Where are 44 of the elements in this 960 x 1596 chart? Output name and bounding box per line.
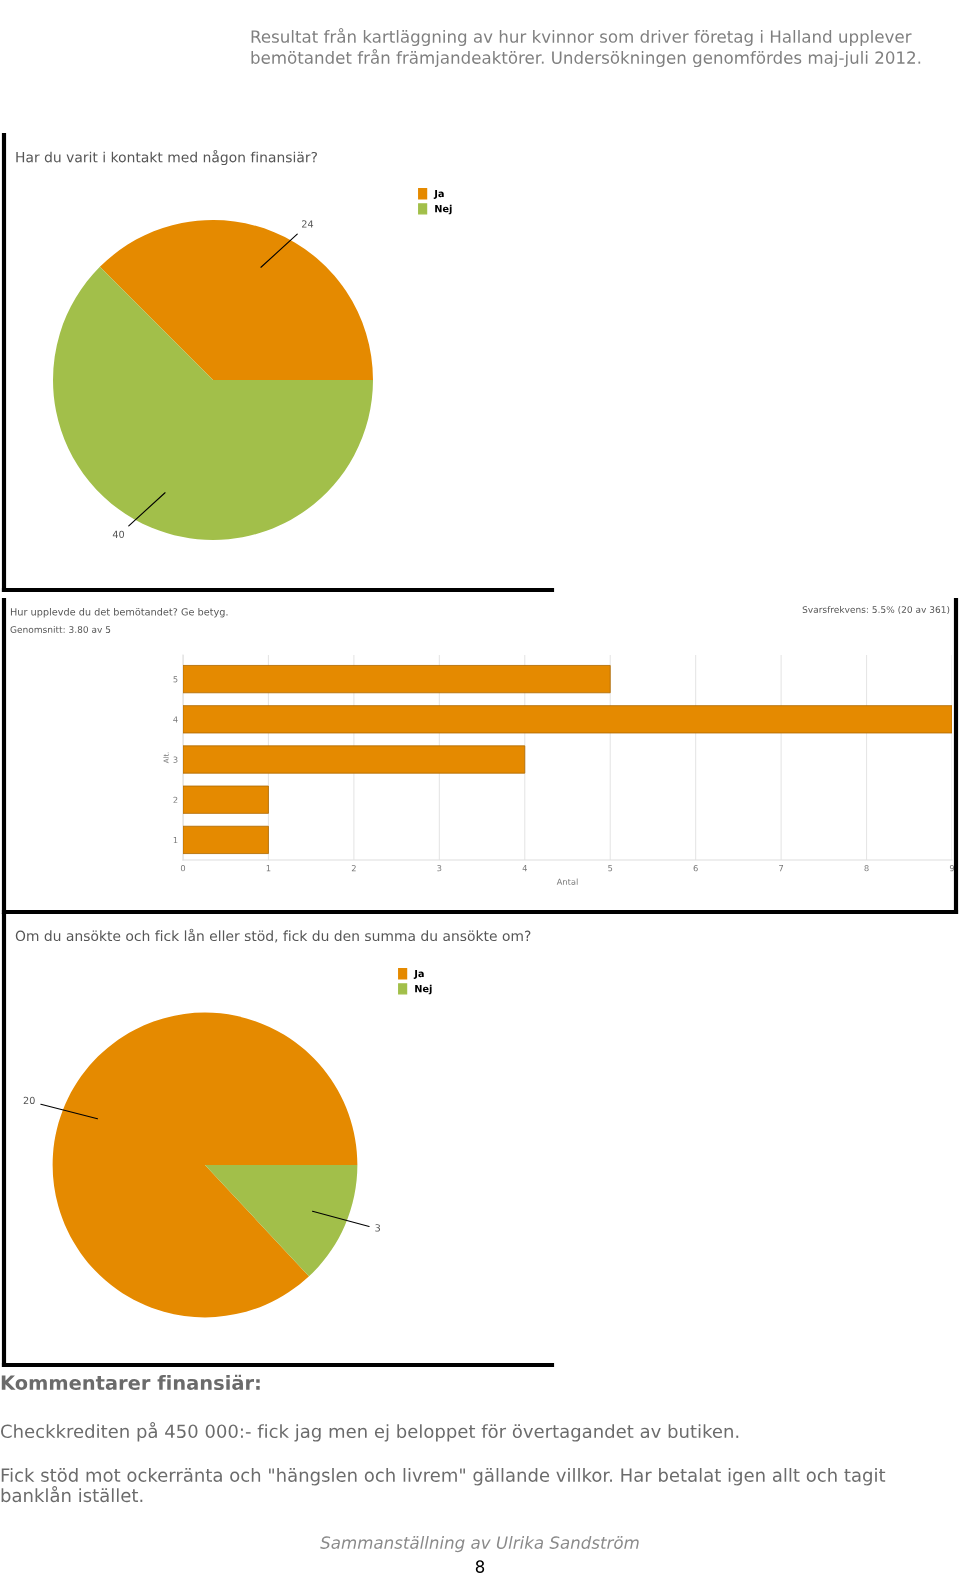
bar (183, 745, 526, 774)
text: Sammanställning av Ulrika Sandström (320, 1536, 639, 1553)
bar (183, 785, 269, 814)
x-tick-label: 9 (949, 865, 955, 872)
text: Fick stöd mot ockerränta och "hängslen och livrem" gällande villkor. Har betalat igen allt och tagit banklån istället. (1, 1468, 886, 1503)
x-tick-label: 2 (351, 865, 356, 872)
x-tick-label: 6 (693, 865, 698, 872)
text: Genomsnitt: 3.80 av 5 (10, 626, 111, 633)
data-label: 24 (302, 220, 314, 228)
bar (183, 705, 952, 734)
x-tick-label: 3 (437, 865, 442, 872)
pie-slice (99, 220, 373, 380)
text: Checkkrediten på 450 000:- fick jag men ej beloppet för övertagandet av butiken. (1, 1422, 739, 1442)
bar (183, 825, 269, 854)
x-tick-label: 8 (864, 865, 869, 872)
text: Svarsfrekvens: 5.5% (20 av 361) (802, 606, 950, 615)
text: Kommentarer finansiär: (1, 1374, 260, 1391)
text: 8 (475, 1560, 485, 1573)
data-label: 20 (23, 1096, 35, 1105)
x-tick-label: 7 (779, 865, 784, 872)
legend-label: Ja (433, 189, 444, 199)
pie-slice (53, 266, 373, 540)
chart-title: Om du ansökte och fick lån eller stöd, fick du den summa du ansökte om? (15, 928, 531, 943)
legend-label: Nej (435, 204, 452, 215)
y-tick-label: 2 (173, 796, 178, 803)
x-axis-title: Antal (556, 878, 578, 885)
x-tick-label: 0 (180, 865, 186, 872)
x-tick-label: 5 (608, 865, 613, 872)
y-tick-label: 5 (173, 676, 178, 683)
text: Resultat från kartläggning av hur kvinnor som driver företag i Halland upplever bemötandet från främjandeaktörer. Undersökningen genomfördes maj-juli 2012. (251, 28, 921, 68)
legend-label: Ja (413, 969, 424, 979)
data-label: 3 (375, 1224, 381, 1232)
y-tick-label: 4 (173, 716, 178, 723)
data-label: 40 (112, 530, 125, 539)
y-tick-label: 1 (173, 836, 178, 844)
chart-title: Har du varit i kontakt med någon finansiär? (16, 150, 317, 166)
legend-label: Nej (415, 984, 432, 995)
bar (183, 665, 611, 694)
pie-slice (52, 1012, 358, 1318)
chart-title: Hur upplevde du det bemötandet? Ge betyg. (10, 608, 228, 618)
x-tick-label: 4 (522, 865, 527, 872)
pie-slice (205, 1165, 358, 1277)
y-tick-label: 3 (173, 756, 178, 763)
x-tick-label: 1 (266, 865, 271, 872)
